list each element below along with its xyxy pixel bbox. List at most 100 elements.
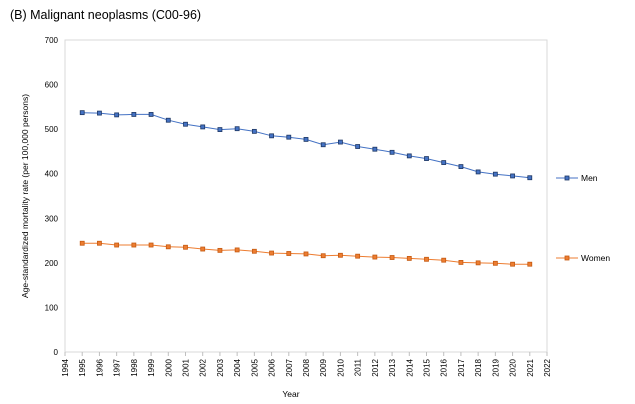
data-point-men: [269, 133, 274, 139]
data-point-men: [97, 110, 102, 116]
x-tick-label: 2022: [543, 358, 552, 376]
data-point-men: [355, 144, 361, 149]
x-tick-label: 2012: [371, 358, 380, 376]
data-point-women: [372, 254, 378, 260]
data-point-men: [200, 124, 206, 130]
x-tick-label: 2006: [268, 358, 277, 376]
data-point-women: [424, 256, 429, 262]
data-point-women: [458, 260, 464, 265]
x-tick-label: 2021: [526, 358, 535, 376]
data-point-women: [355, 253, 361, 259]
x-axis: 1994 1995 1996 1997 1998 1999 2000 2001 2002 2003…: [61, 352, 552, 377]
x-tick-label: 1999: [147, 358, 156, 376]
data-point-women: [527, 261, 533, 267]
y-axis-label: Age-standardized mortality rate (per 100…: [20, 94, 30, 298]
chart-title: (B) Malignant neoplasms (C00-96): [10, 8, 202, 22]
x-tick-label: 2003: [216, 358, 225, 376]
data-point-men: [338, 139, 343, 145]
series-layer: [79, 110, 533, 267]
y-tick-label: 300: [45, 214, 59, 223]
data-point-women: [251, 248, 257, 254]
legend-marker-men: [564, 175, 570, 181]
x-tick-label: 2020: [509, 358, 518, 376]
data-point-men: [183, 121, 188, 127]
data-point-men: [406, 153, 412, 159]
y-tick-label: 200: [45, 259, 59, 268]
data-point-men: [320, 142, 326, 148]
data-point-men: [475, 169, 481, 175]
y-tick-label: 0: [54, 348, 59, 357]
x-tick-label: 1998: [130, 358, 139, 376]
data-point-men: [79, 110, 85, 116]
data-point-men: [527, 175, 533, 181]
x-tick-label: 2009: [319, 358, 328, 376]
x-tick-label: 1996: [95, 358, 104, 376]
data-point-women: [389, 255, 395, 260]
x-tick-label: 2019: [491, 358, 500, 376]
data-point-women: [338, 252, 343, 258]
x-tick-label: 2016: [440, 358, 449, 376]
data-point-women: [183, 244, 188, 250]
y-tick-label: 600: [45, 81, 59, 90]
y-tick-label: 700: [45, 36, 59, 45]
x-tick-label: 2015: [423, 358, 432, 376]
y-axis: 0 100 200 300 400 500 600 700: [45, 36, 59, 357]
data-point-men: [251, 128, 257, 134]
data-point-women: [492, 260, 498, 266]
x-tick-label: 2000: [164, 358, 173, 376]
data-point-women: [475, 260, 481, 266]
y-tick-label: 400: [45, 170, 59, 179]
x-tick-label: 1995: [78, 358, 87, 376]
data-point-men: [234, 126, 240, 132]
x-tick-label: 2011: [354, 358, 363, 376]
data-point-men: [114, 112, 120, 118]
data-point-men: [148, 112, 154, 117]
data-point-men: [372, 146, 378, 152]
data-point-women: [217, 247, 223, 253]
data-point-women: [148, 242, 154, 248]
data-point-men: [286, 134, 292, 140]
data-point-women: [286, 251, 292, 256]
data-point-men: [510, 173, 515, 179]
x-tick-label: 2013: [388, 358, 397, 376]
data-point-men: [441, 160, 447, 165]
data-point-men: [303, 136, 309, 142]
data-point-men: [424, 156, 429, 161]
data-point-men: [389, 149, 395, 155]
data-point-women: [165, 244, 171, 250]
y-tick-label: 500: [45, 125, 59, 134]
x-axis-label: Year: [282, 389, 299, 399]
x-tick-label: 2005: [250, 358, 259, 376]
legend-marker-women: [564, 255, 570, 261]
data-point-men: [492, 171, 498, 177]
x-tick-label: 2017: [457, 358, 466, 376]
x-tick-label: 1997: [113, 358, 122, 376]
x-tick-label: 2001: [182, 358, 191, 376]
data-point-women: [406, 255, 412, 261]
data-point-women: [269, 250, 274, 256]
data-point-women: [131, 242, 137, 248]
data-point-men: [131, 112, 137, 117]
y-tick-label: 100: [45, 303, 59, 312]
x-tick-label: 2018: [474, 358, 483, 376]
data-point-men: [217, 127, 223, 132]
data-point-women: [303, 251, 309, 257]
data-point-men: [165, 117, 171, 123]
data-point-women: [79, 240, 85, 246]
data-point-women: [510, 261, 515, 267]
data-point-women: [234, 247, 240, 253]
legend: Men Women: [556, 173, 610, 263]
x-tick-label: 2002: [199, 358, 208, 376]
legend-label-women: Women: [581, 253, 610, 263]
x-tick-label: 2004: [233, 358, 242, 376]
data-point-women: [320, 253, 326, 259]
data-point-women: [200, 246, 206, 252]
x-tick-label: 2007: [285, 358, 294, 376]
data-point-women: [441, 257, 447, 263]
data-point-women: [97, 240, 102, 246]
data-point-women: [114, 242, 120, 248]
x-tick-label: 2008: [302, 358, 311, 376]
data-point-men: [458, 164, 464, 169]
x-tick-label: 2010: [336, 358, 345, 376]
